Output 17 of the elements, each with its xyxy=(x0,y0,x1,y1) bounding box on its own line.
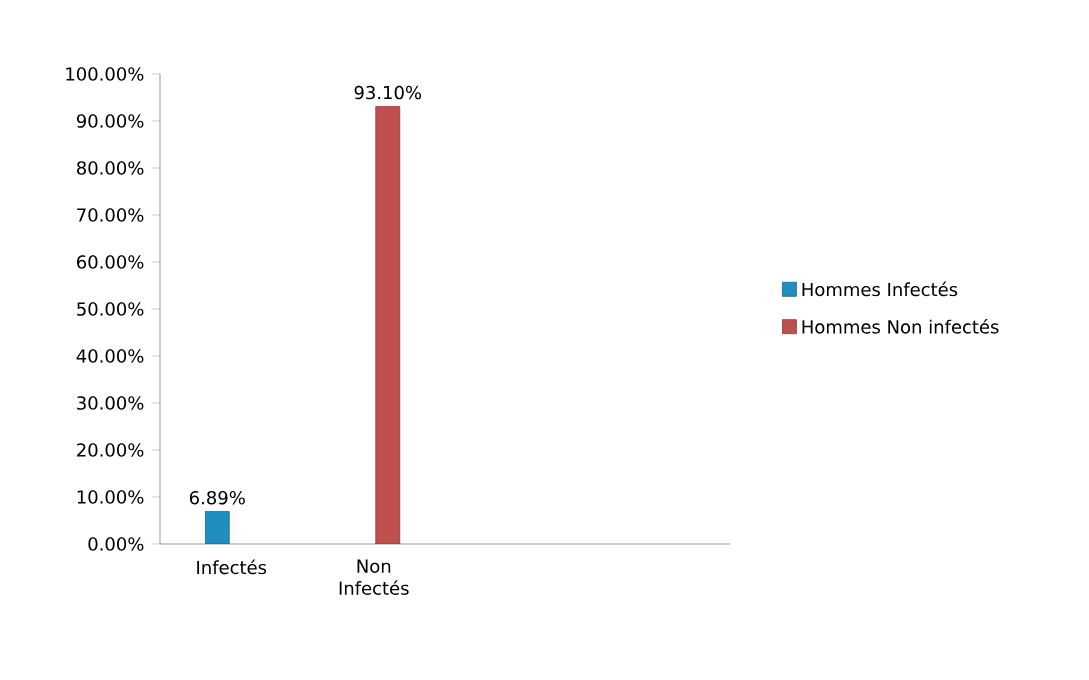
y-tick-label: 40.00% xyxy=(76,349,144,363)
y-tick-label: 30.00% xyxy=(77,396,144,410)
y-tick-label: 90.00% xyxy=(76,114,144,128)
x-tick-label: Infectés xyxy=(197,559,267,575)
data-label: 6.89% xyxy=(189,490,245,505)
y-tick-label: 20.00% xyxy=(77,443,144,457)
y-tick-label: 100.00% xyxy=(66,67,144,81)
y-tick-label: 50.00% xyxy=(77,302,144,316)
x-tick-label: Non Infectés xyxy=(339,559,409,595)
y-tick-label: 10.00% xyxy=(77,490,144,504)
y-tick-label: 0.00% xyxy=(88,537,144,551)
y-tick-label: 60.00% xyxy=(77,255,144,269)
y-tick-label: 80.00% xyxy=(77,161,144,175)
data-label: 93.10% xyxy=(354,85,422,100)
legend-label: Hommes Infectés xyxy=(802,281,958,297)
legend-label: Hommes Non infectés xyxy=(802,318,999,334)
y-tick-label: 70.00% xyxy=(77,208,144,222)
